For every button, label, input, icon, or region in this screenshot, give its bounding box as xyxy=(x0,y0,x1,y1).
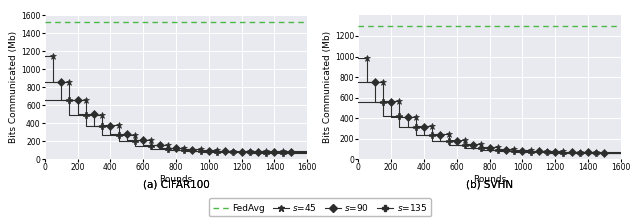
Y-axis label: Bits Communicated (Mb): Bits Communicated (Mb) xyxy=(10,31,19,143)
Text: (a) CIFAR100: (a) CIFAR100 xyxy=(143,179,209,189)
Y-axis label: Bits Communicated (Mb): Bits Communicated (Mb) xyxy=(323,31,332,143)
X-axis label: Rounds: Rounds xyxy=(159,175,193,184)
Text: (a) CIFAR100: (a) CIFAR100 xyxy=(143,179,209,189)
Legend: FedAvg, $s$=45, $s$=90, $s$=135: FedAvg, $s$=45, $s$=90, $s$=135 xyxy=(209,198,431,217)
X-axis label: Rounds: Rounds xyxy=(473,175,506,184)
Text: (b) SVHN: (b) SVHN xyxy=(466,179,513,189)
Text: (b) SVHN: (b) SVHN xyxy=(466,179,513,189)
